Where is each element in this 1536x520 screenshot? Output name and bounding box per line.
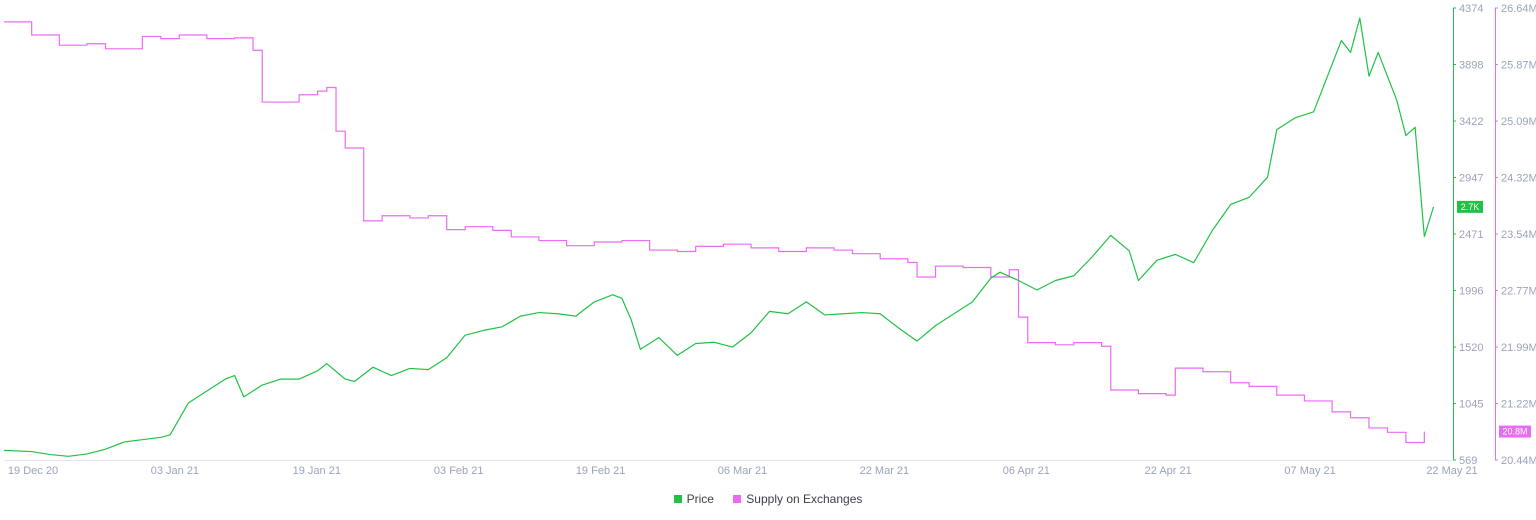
supply-tick-label: 21.22M bbox=[1501, 399, 1536, 411]
legend: Price Supply on Exchanges bbox=[0, 492, 1536, 506]
supply-tick-label: 20.44M bbox=[1501, 455, 1536, 467]
price-tick-label: 2947 bbox=[1459, 173, 1483, 185]
price-tick-label: 3422 bbox=[1459, 116, 1483, 128]
x-tick-label: 19 Jan 21 bbox=[293, 465, 341, 477]
legend-swatch-supply bbox=[733, 495, 742, 503]
supply-tick-label: 21.99M bbox=[1501, 342, 1536, 354]
legend-label-price: Price bbox=[686, 492, 714, 506]
price-tick-label: 1045 bbox=[1459, 399, 1483, 411]
supply-tick-label: 24.32M bbox=[1501, 173, 1536, 185]
x-tick-label: 06 Apr 21 bbox=[1003, 465, 1050, 477]
price-tick-label: 3898 bbox=[1459, 60, 1483, 72]
supply-tick-label: 25.87M bbox=[1501, 60, 1536, 72]
legend-label-supply: Supply on Exchanges bbox=[746, 492, 863, 506]
x-tick-label: 22 Apr 21 bbox=[1145, 465, 1192, 477]
supply-tick-label: 25.09M bbox=[1501, 116, 1536, 128]
price-tick-label: 1520 bbox=[1459, 342, 1483, 354]
supply-tick-label: 23.54M bbox=[1501, 229, 1536, 241]
price-tick-label: 569 bbox=[1459, 455, 1477, 467]
x-tick-label: 03 Jan 21 bbox=[151, 465, 199, 477]
legend-item-supply[interactable]: Supply on Exchanges bbox=[733, 492, 862, 506]
supply-tick-label: 26.64M bbox=[1501, 3, 1536, 15]
supply-last-value-label: 20.8M bbox=[1502, 427, 1527, 437]
price-tick-label: 2471 bbox=[1459, 229, 1483, 241]
price-tick-label: 4374 bbox=[1459, 3, 1483, 15]
price-last-value-badge bbox=[1457, 200, 1483, 213]
x-tick-label: 22 Mar 21 bbox=[860, 465, 910, 477]
x-tick-label: 06 Mar 21 bbox=[718, 465, 768, 477]
supply-series-line bbox=[4, 21, 1425, 444]
price-tick-label: 1996 bbox=[1459, 286, 1483, 298]
supply-last-value-badge bbox=[1499, 425, 1531, 438]
x-tick-label: 07 May 21 bbox=[1284, 465, 1335, 477]
x-tick-label: 03 Feb 21 bbox=[434, 465, 484, 477]
x-tick-label: 19 Feb 21 bbox=[576, 465, 626, 477]
legend-item-price[interactable]: Price bbox=[673, 492, 714, 506]
x-tick-label: 22 May 21 bbox=[1426, 465, 1477, 477]
x-tick-label: 19 Dec 20 bbox=[8, 465, 58, 477]
supply-tick-label: 22.77M bbox=[1501, 286, 1536, 298]
legend-swatch-price bbox=[673, 495, 682, 503]
price-last-value-label: 2.7K bbox=[1461, 202, 1480, 212]
price-series-line bbox=[3, 17, 1435, 457]
